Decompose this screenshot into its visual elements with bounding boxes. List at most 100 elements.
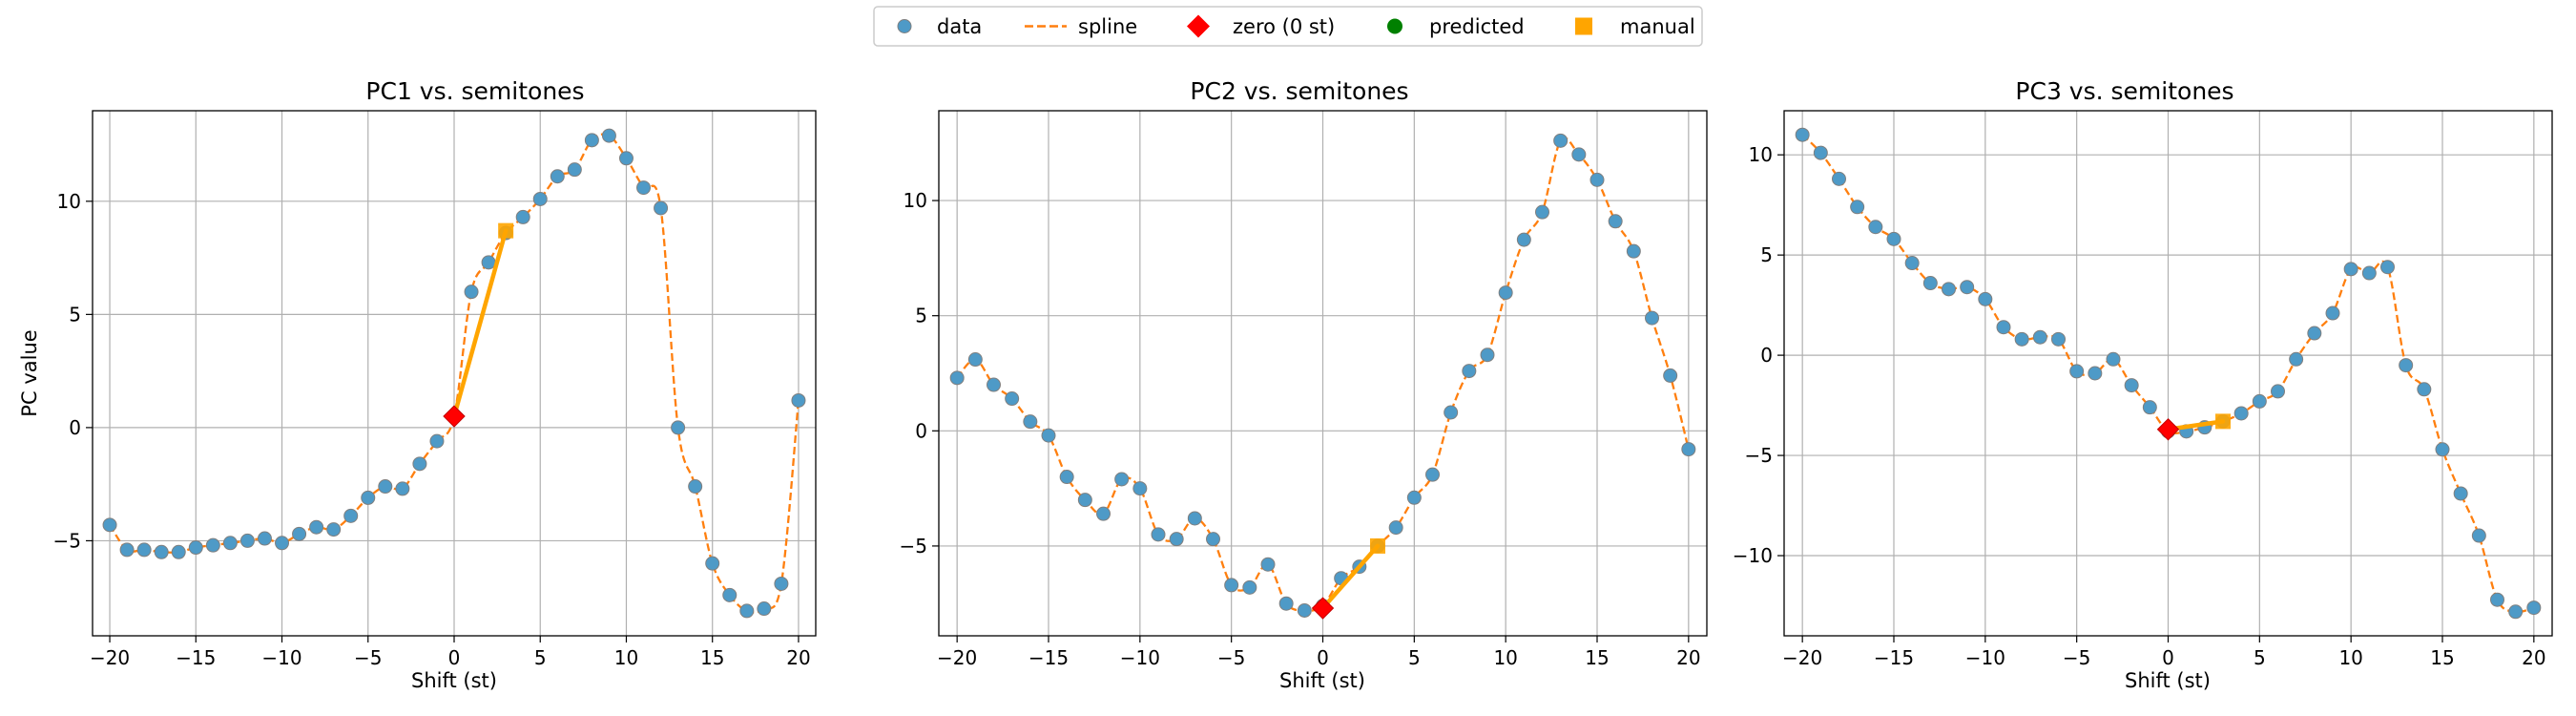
subplot-pc2-data-point — [1589, 172, 1605, 187]
subplot-pc2-data-point — [1096, 506, 1111, 521]
subplot-pc3-xtick-label: −20 — [1782, 646, 1822, 669]
subplot-pc3-data-point — [2343, 262, 2358, 277]
subplot-pc3-data-point — [2069, 364, 2085, 379]
subplot-pc3-data-point — [1942, 282, 1956, 297]
subplot-pc1-data-point — [688, 479, 703, 495]
subplot-pc1-ytick-label: 10 — [57, 190, 81, 213]
subplot-pc1-frame — [92, 110, 817, 637]
subplot-pc2-data-point — [1260, 557, 1276, 572]
subplot-pc1-xtick-label: −15 — [176, 646, 216, 669]
subplot-pc3-data-point — [2051, 331, 2066, 347]
subplot-pc3-ytick-label: −10 — [1733, 544, 1773, 567]
subplot-pc3-data-point — [1996, 320, 2011, 335]
subplot-pc1-data-point — [601, 128, 616, 143]
subplot-pc3-data-point — [2417, 382, 2432, 397]
legend-spline-label: spline — [1078, 15, 1137, 38]
subplot-pc1-data-point — [222, 536, 238, 551]
subplot-pc2-data-point — [1242, 579, 1257, 595]
subplot-pc3-xtick-label: 0 — [2162, 646, 2174, 669]
subplot-pc2-series — [949, 133, 1696, 620]
subplot-pc2-data-point — [1132, 481, 1148, 496]
subplot-pc2-data-point — [1059, 470, 1074, 485]
legend-manual-label: manual — [1620, 15, 1695, 38]
subplot-pc1-data-point — [774, 576, 789, 591]
subplot-pc2-xtick-label: −15 — [1028, 646, 1069, 669]
subplot-pc2-frame — [938, 110, 1708, 637]
subplot-pc2: PC2 vs. semitones −20 −15 −10 −5 0 5 10 15 20 −5 0… — [900, 77, 1708, 692]
subplot-pc1-data-point — [429, 433, 445, 449]
subplot-pc1-ticks: −20 −15 −10 −5 0 5 10 15 20 −5 0 5 10 — [53, 190, 811, 669]
subplot-pc1-data-point — [119, 542, 135, 558]
subplot-pc3-data-point — [1850, 200, 1865, 215]
subplot-pc3-xtick-label: 20 — [2522, 646, 2545, 669]
subplot-pc2-ytick-label: −5 — [900, 535, 927, 558]
subplot-pc2-data-point — [1151, 527, 1166, 542]
subplot-pc1-series — [102, 128, 806, 619]
subplot-pc3-data-point — [1795, 127, 1810, 142]
subplot-pc2-xtick-label: 20 — [1676, 646, 1700, 669]
subplot-pc2-ticks: −20 −15 −10 −5 0 5 10 15 20 −5 0 5 10 — [900, 189, 1701, 669]
subplot-pc3-data-point — [2471, 528, 2486, 543]
subplot-pc1-data-point — [205, 537, 220, 553]
subplot-pc1-xtick-label: 5 — [534, 646, 547, 669]
subplot-pc2-data-point — [1169, 532, 1184, 547]
subplot-pc3-data-point — [2142, 400, 2157, 415]
subplot-pc1-data-point — [671, 420, 686, 435]
subplot-pc1-xtick-label: 15 — [700, 646, 724, 669]
subplot-pc1-data-point — [378, 479, 393, 495]
subplot-pc3-xtick-label: 15 — [2430, 646, 2454, 669]
subplot-pc1-data-point — [532, 191, 548, 206]
legend-zero-marker — [1187, 14, 1210, 38]
subplot-pc1-ytick-label: 5 — [69, 303, 81, 326]
legend-zero-label: zero (0 st) — [1233, 15, 1335, 38]
subplot-pc2-data-point — [1444, 405, 1459, 420]
subplot-pc2-data-point — [1498, 285, 1513, 301]
subplot-pc1-data-point — [705, 556, 720, 571]
subplot-pc2-data-point — [1425, 467, 1440, 482]
subplot-pc1-data-point — [257, 531, 272, 546]
subplot-pc3-data-point — [1960, 280, 1975, 295]
subplot-pc1-data-point — [481, 255, 496, 270]
subplot-pc3: PC3 vs. semitones −20 −15 −10 −5 0 5 10 15 20 −10… — [1733, 77, 2553, 692]
subplot-pc1-xtick-label: −5 — [354, 646, 382, 669]
subplot-pc1-ytick-label: 0 — [69, 416, 81, 439]
subplot-pc2-data-point — [1187, 511, 1202, 526]
subplot-pc3-xtick-label: −15 — [1874, 646, 1914, 669]
subplot-pc3-data-point — [2032, 329, 2047, 345]
subplot-pc2-data-point — [1278, 596, 1294, 611]
subplot-pc3-title: PC3 vs. semitones — [2015, 77, 2233, 105]
subplot-pc2-data-point — [1535, 204, 1549, 220]
subplot-pc1-data-point — [654, 200, 669, 216]
subplot-pc2-grid — [939, 111, 1707, 636]
subplot-pc1-data-point — [275, 536, 290, 551]
subplot-pc1-data-point — [309, 519, 324, 535]
subplot-pc3-data-point — [2307, 326, 2322, 341]
subplot-pc1-manual-segment — [451, 228, 509, 419]
subplot-pc2-data-point — [1571, 147, 1587, 162]
subplot-pc1-xlabel: Shift (st) — [411, 669, 497, 692]
legend-data-label: data — [937, 15, 982, 38]
subplot-pc3-data-point — [2435, 442, 2450, 457]
subplot-pc3-data-point — [2490, 592, 2504, 607]
subplot-pc2-data-point — [1663, 368, 1678, 383]
subplot-pc2-xlabel: Shift (st) — [1279, 669, 1365, 692]
subplot-pc3-manual-marker — [2215, 413, 2231, 430]
subplot-pc2-data-point — [1206, 532, 1220, 547]
subplot-pc3-data-point — [1886, 231, 1901, 246]
subplot-pc2-data-point — [1516, 232, 1531, 247]
subplot-pc3-data-point — [2289, 351, 2304, 367]
subplot-pc3-xlabel: Shift (st) — [2125, 669, 2211, 692]
subplot-pc1-data-point — [757, 601, 772, 617]
subplot-pc2-data-point — [1297, 602, 1312, 618]
subplot-pc3-ytick-label: 10 — [1749, 143, 1773, 166]
subplot-pc1-data-point — [515, 209, 530, 224]
subplot-pc3-data-point — [1813, 145, 1828, 160]
subplot-pc2-data-point — [1023, 414, 1038, 430]
subplot-pc3-grid — [1784, 111, 2552, 636]
subplot-pc1-data-point — [188, 540, 203, 556]
subplot-pc1-data-point — [395, 481, 410, 496]
subplot-pc2-data-point — [1041, 428, 1056, 443]
subplot-pc2-ytick-label: 0 — [915, 419, 927, 442]
subplot-pc1-data-point — [618, 151, 634, 166]
